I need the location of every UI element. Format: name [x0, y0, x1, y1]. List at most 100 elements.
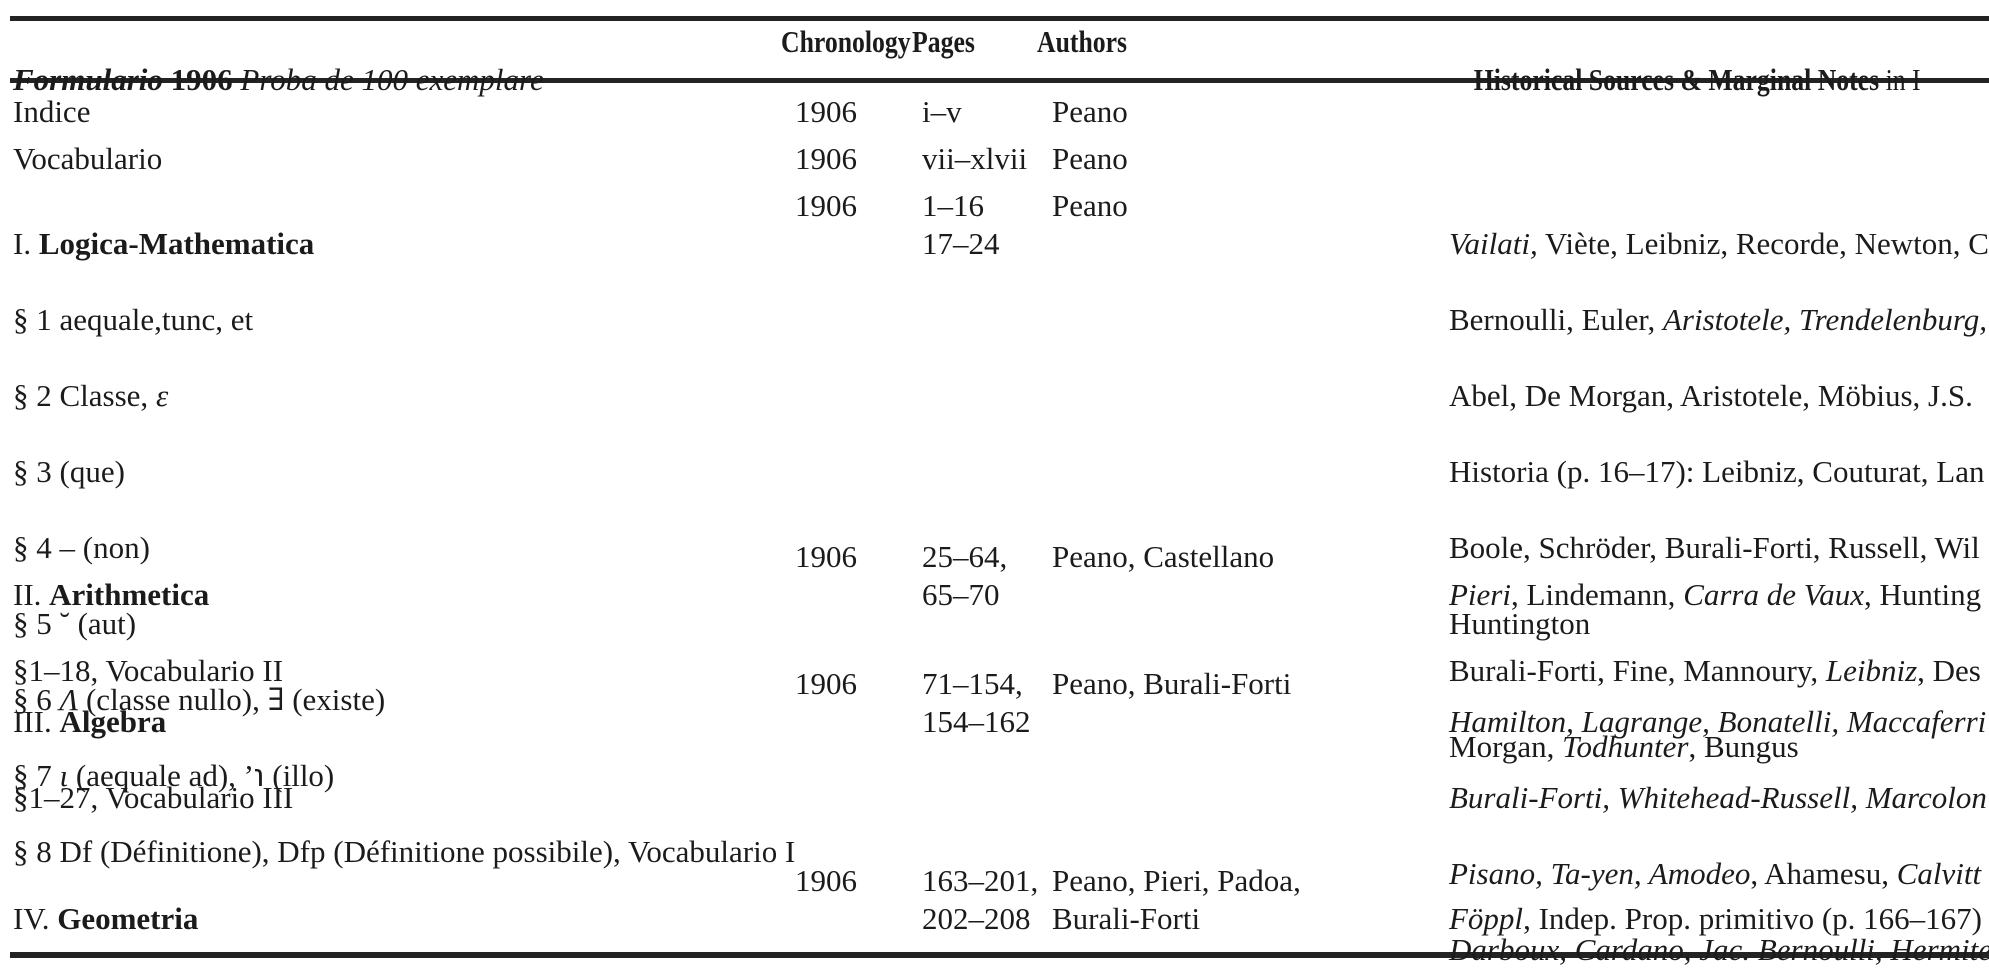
sources-segment: , Bungus: [1688, 729, 1799, 764]
turned-iota-symbol: ℩: [254, 758, 265, 793]
row-algebra-section: III. Algebra §1–27, Vocabulario III: [13, 665, 953, 855]
sources-segment: Morgan,: [1449, 729, 1563, 764]
sources-line: Pisano, Ta-yen, Amodeo, Ahamesu, Calvitt: [1449, 855, 1989, 893]
sources-italic-segment: Vailati,: [1449, 226, 1538, 261]
row-indice-chronology: 1906: [795, 94, 857, 129]
row-indice-section: Indice: [13, 94, 91, 129]
column-header-pages: Pages: [912, 24, 975, 59]
row-vocabulario-section: Vocabulario: [13, 141, 163, 176]
row-geometria-section: IV. Geometria § 1–4, Vocabulario IV: [13, 862, 953, 973]
row-logica-title-line: I. Logica-Mathematica: [13, 225, 953, 263]
sources-italic-segment: Pieri: [1449, 577, 1511, 612]
row-logica-title: Logica-Mathematica: [38, 226, 315, 261]
iota-symbol: ι: [59, 758, 69, 793]
row-logica-pages: 1–16 17–24: [922, 188, 1000, 261]
row-logica-section: I. Logica-Mathematica § 1 aequale,tunc, …: [13, 187, 953, 909]
sources-segment: , Indep. Prop. primitivo (p. 166–167): [1523, 901, 1982, 936]
row-geometria-number: IV.: [13, 901, 58, 936]
row-arithmetica-chronology: 1906: [795, 539, 857, 574]
column-header-authors: Authors: [1037, 24, 1128, 59]
column-header-chronology: Chronology: [781, 24, 911, 59]
sources-line: Hamilton, Lagrange, Bonatelli, Maccaferr…: [1449, 704, 1987, 739]
table-title: Formulario 1906 Proba de 100 exemplare: [13, 23, 773, 99]
row-logica-sub2: § 2 Classe, ε: [13, 377, 953, 415]
sources-line: Morgan, Todhunter, Bungus: [1449, 728, 1989, 766]
row-logica-chronology: 1906: [795, 188, 857, 223]
sources-line: Burali-Forti, Fine, Mannoury, Leibniz, D…: [1449, 652, 1989, 690]
row-geometria-chronology: 1906: [795, 863, 857, 898]
row-indice-authors: Peano: [1052, 94, 1128, 129]
row-logica-sub5: § 5 ˘ (aut): [13, 606, 137, 641]
sources-line: Pieri, Lindemann, Carra de Vaux, Hunting: [1449, 576, 1989, 614]
sources-line: Bernoulli, Euler, Aristotele, Trendelenb…: [1449, 301, 1989, 339]
row-geometria-pages: 163–201, 202–208: [922, 863, 1039, 936]
sources-line: Darboux, Cardano, Jac. Bernoulli, Hermit…: [1449, 932, 1989, 967]
row-logica-sub3: § 3 (que): [13, 454, 125, 489]
sources-segment: , Des: [1917, 653, 1981, 688]
row-geometria-title-line: IV. Geometria: [13, 900, 953, 938]
row-arithmetica-title: Arithmetica: [49, 577, 210, 612]
row-vocabulario-authors: Peano: [1052, 141, 1128, 176]
row-arithmetica-sources: Pieri, Lindemann, Carra de Vaux, Hunting…: [1449, 538, 1989, 804]
sources-italic-segment: Pisano, Ta-yen, Amodeo: [1449, 856, 1751, 891]
row-logica-sub7: § 7 ι (aequale ad), ’℩ (illo): [13, 757, 953, 795]
sources-italic-segment: Todhunter: [1562, 729, 1689, 764]
row-vocabulario-chronology: 1906: [795, 141, 857, 176]
row-algebra-sub: §1–27, Vocabulario III: [13, 780, 294, 815]
table-title-name: Formulario: [13, 62, 163, 97]
column-header-sources: Historical Sources & Marginal Notes in I: [1448, 23, 1921, 137]
row-vocabulario-pages: vii–xlvii: [922, 141, 1028, 176]
sources-segment: , Hunting: [1864, 577, 1982, 612]
sources-line: Burali-Forti, Whitehead-Russell, Marcolo…: [1449, 780, 1987, 815]
sources-italic-segment: Aristotele, Trendelenburg,: [1663, 302, 1988, 337]
sources-segment: Burali-Forti, Fine, Mannoury,: [1449, 653, 1826, 688]
sources-line: Föppl, Indep. Prop. primitivo (p. 166–16…: [1449, 900, 1989, 938]
row-indice-pages: i–v: [922, 94, 962, 129]
row-logica-sub2-text: § 2 Classe,: [13, 378, 156, 413]
lambda-symbol: Λ: [59, 682, 79, 717]
sources-line: Historia (p. 16–17): Leibniz, Couturat, …: [1449, 454, 1985, 489]
row-logica-sub7-prefix: § 7: [13, 758, 60, 793]
table-top-rule: [10, 16, 1989, 21]
sources-segment: Bernoulli, Euler,: [1449, 302, 1663, 337]
row-logica-sub7-rest: (illo): [264, 758, 335, 793]
row-geometria-authors: Peano, Pieri, Padoa, Burali-Forti: [1052, 863, 1301, 936]
row-logica-sub6-rest: (classe nullo), ∃ (existe): [78, 682, 386, 717]
row-logica-sub8: § 8 Df (Définitione), Dfp (Définitione p…: [13, 834, 796, 869]
row-logica-number: I.: [13, 226, 39, 261]
row-geometria-sources: Föppl, Indep. Prop. primitivo (p. 166–16…: [1449, 862, 1989, 973]
sources-italic-segment: Föppl: [1449, 901, 1524, 936]
row-arithmetica-section: II. Arithmetica §1–18, Vocabulario II: [13, 538, 953, 728]
row-arithmetica-authors: Peano, Castellano: [1052, 539, 1275, 574]
sources-line: Boole, Schröder, Burali-Forti, Russell, …: [1449, 530, 1980, 565]
row-logica-sub7-mid: (aequale ad), ’: [68, 758, 255, 793]
row-algebra-title: Algebra: [59, 704, 167, 739]
sources-segment: , Lindemann,: [1511, 577, 1684, 612]
row-arithmetica-pages: 25–64, 65–70: [922, 539, 1008, 612]
row-algebra-pages: 71–154, 154–162: [922, 666, 1031, 739]
sources-segment: Viète, Leibniz, Recorde, Newton, C: [1537, 226, 1989, 261]
row-logica-sub6-prefix: § 6: [13, 682, 60, 717]
row-logica-authors: Peano: [1052, 188, 1128, 223]
row-logica-sub1: § 1 aequale,tunc, et: [13, 302, 254, 337]
sources-segment: , Ahamesu,: [1750, 856, 1897, 891]
row-logica-sources: Vailati, Viète, Leibniz, Recorde, Newton…: [1449, 187, 1989, 681]
row-algebra-number: III.: [13, 704, 60, 739]
sources-italic-segment: Carra de Vaux: [1683, 577, 1865, 612]
column-header-sources-regular: in I: [1879, 62, 1921, 97]
sources-line: Vailati, Viète, Leibniz, Recorde, Newton…: [1449, 225, 1989, 263]
row-logica-sub6: § 6 Λ (classe nullo), ∃ (existe): [13, 681, 953, 719]
row-geometria-title: Geometria: [57, 901, 199, 936]
epsilon-symbol: ε: [155, 378, 169, 413]
sources-line: Huntington: [1449, 606, 1591, 641]
table-title-subtitle: Proba de 100 exemplare: [240, 62, 544, 97]
column-header-sources-bold: Historical Sources & Marginal Notes: [1473, 62, 1880, 97]
sources-italic-segment: Leibniz: [1825, 653, 1918, 688]
row-algebra-sources: Hamilton, Lagrange, Bonatelli, Maccaferr…: [1449, 665, 1989, 973]
row-logica-sub4: § 4 – (non): [13, 530, 150, 565]
row-algebra-authors: Peano, Burali-Forti: [1052, 666, 1292, 701]
sources-italic-segment: Calvitt: [1896, 856, 1982, 891]
sources-line: Abel, De Morgan, Aristotele, Möbius, J.S…: [1449, 378, 1973, 413]
row-arithmetica-number: II.: [13, 577, 50, 612]
